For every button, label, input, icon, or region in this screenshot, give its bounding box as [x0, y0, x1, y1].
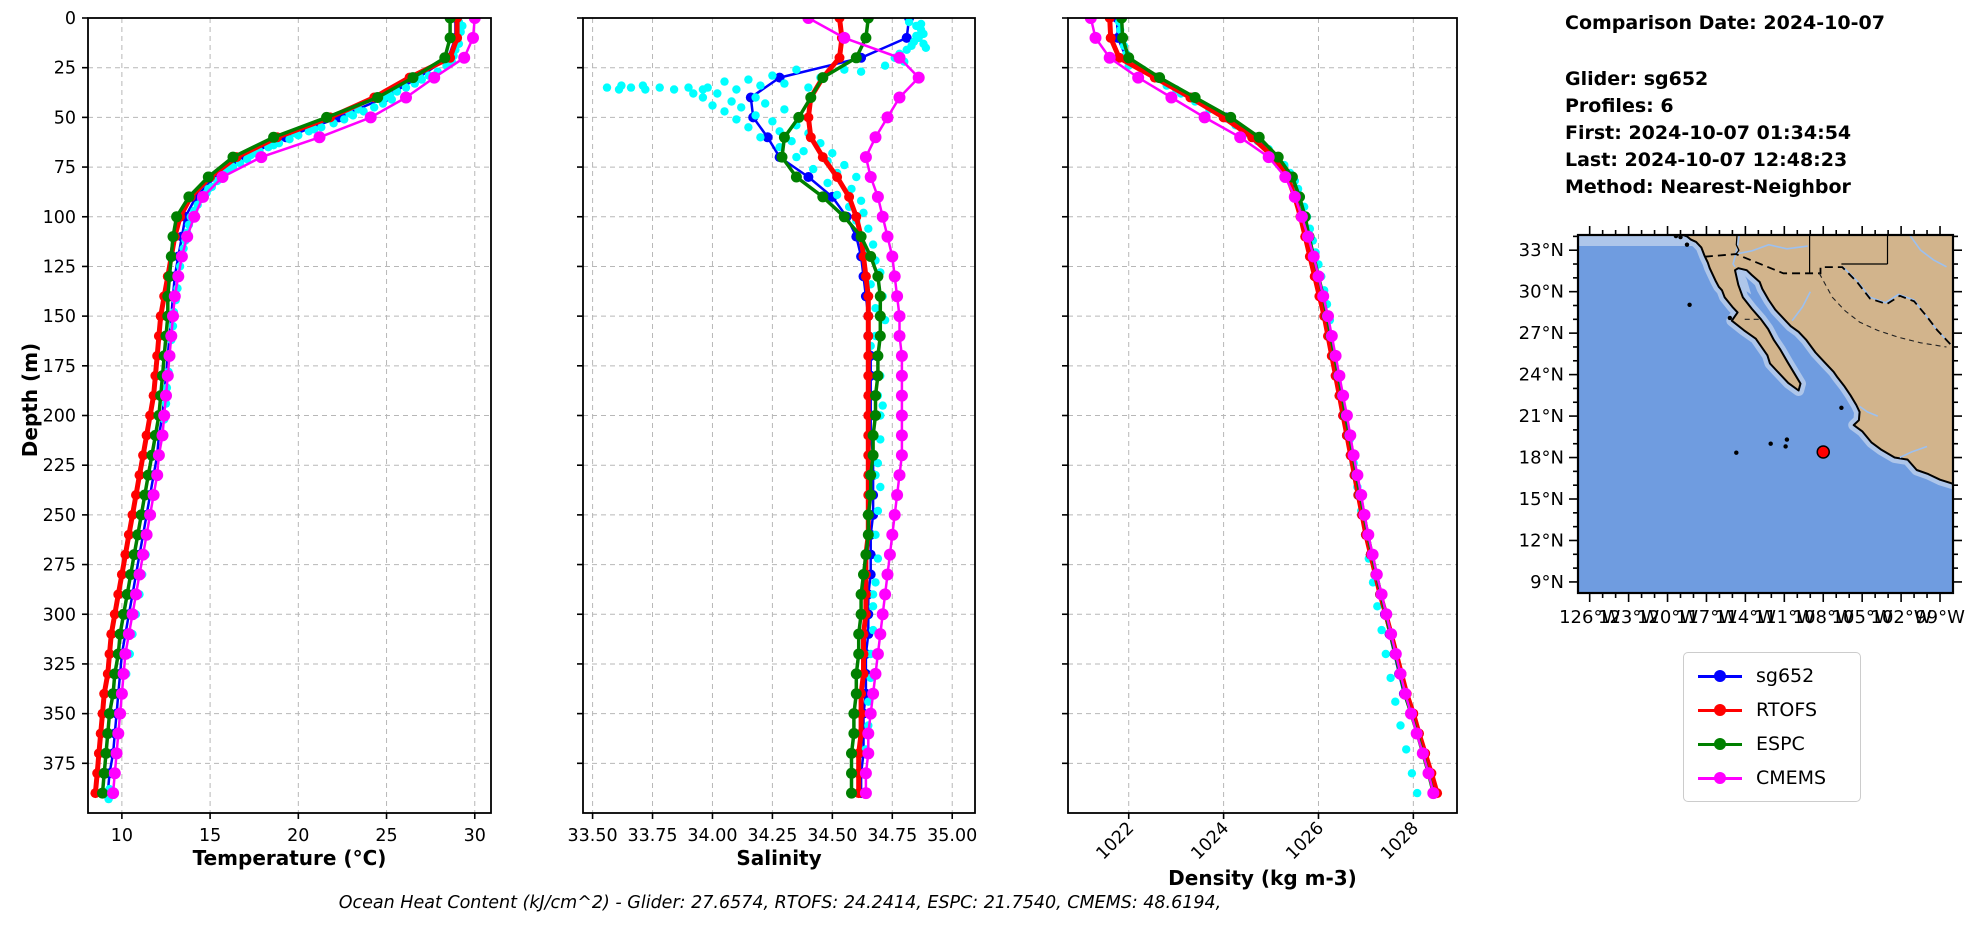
svg-text:111°W: 111°W [1754, 607, 1815, 628]
salinity-axis-title: Salinity [736, 846, 822, 870]
svg-text:125: 125 [43, 257, 76, 277]
svg-text:75: 75 [54, 158, 76, 178]
svg-text:117°W: 117°W [1676, 607, 1737, 628]
svg-text:30°N: 30°N [1519, 282, 1564, 303]
profiles-count: Profiles: 6 [1565, 95, 1674, 117]
first-profile-time: First: 2024-10-07 01:34:54 [1565, 122, 1852, 144]
last-profile-time: Last: 2024-10-07 12:48:23 [1565, 149, 1848, 171]
svg-text:375: 375 [43, 754, 76, 774]
legend-line-icon [1698, 738, 1742, 750]
svg-text:25: 25 [375, 826, 397, 846]
svg-text:0: 0 [65, 9, 76, 29]
svg-text:27°N: 27°N [1519, 323, 1564, 344]
svg-text:275: 275 [43, 556, 76, 576]
svg-text:175: 175 [43, 357, 76, 377]
comparison-date: Comparison Date: 2024-10-07 [1565, 12, 1885, 34]
svg-text:250: 250 [43, 506, 76, 526]
svg-text:18°N: 18°N [1519, 448, 1564, 469]
legend-label: CMEMS [1756, 767, 1827, 789]
plot-0: 10 15 20 25 30025507510012515017520022525027… [43, 9, 492, 846]
legend-item-espc: ESPC [1698, 733, 1846, 755]
svg-text:24°N: 24°N [1519, 365, 1564, 386]
method: Method: Nearest-Neighbor [1565, 176, 1851, 198]
svg-text:34.00: 34.00 [687, 826, 737, 846]
glider-location-dot [1816, 445, 1830, 459]
svg-text:105°W: 105°W [1832, 607, 1893, 628]
legend-label: RTOFS [1756, 699, 1818, 721]
temperature-axis-title: Temperature (°C) [192, 846, 387, 870]
legend-item-cmems: CMEMS [1698, 767, 1846, 789]
svg-text:33.75: 33.75 [627, 826, 677, 846]
depth-axis-title: Depth (m) [18, 342, 42, 458]
svg-text:9°N: 9°N [1530, 572, 1564, 593]
legend-line-icon [1698, 670, 1742, 682]
svg-text:100: 100 [43, 208, 76, 228]
plot-1: 33.50 33.75 34.00 34.25 34.50 34.75 35.00 [568, 17, 977, 846]
svg-text:35.00: 35.00 [927, 826, 977, 846]
svg-text:34.50: 34.50 [807, 826, 857, 846]
svg-text:114°W: 114°W [1715, 607, 1776, 628]
svg-text:225: 225 [43, 456, 76, 476]
legend-label: ESPC [1756, 733, 1805, 755]
svg-text:325: 325 [43, 655, 76, 675]
legend-line-icon [1698, 772, 1742, 784]
svg-text:126°W: 126°W [1559, 607, 1620, 628]
svg-text:99°W: 99°W [1915, 607, 1965, 628]
legend-line-icon [1698, 704, 1742, 716]
svg-text:21°N: 21°N [1519, 406, 1564, 427]
legend-item-sg652: sg652 [1698, 665, 1846, 687]
legend-label: sg652 [1756, 665, 1815, 687]
svg-text:25: 25 [54, 59, 76, 79]
svg-text:33°N: 33°N [1519, 240, 1564, 261]
svg-text:108°W: 108°W [1793, 607, 1854, 628]
ocean-heat-content-line: Ocean Heat Content (kJ/cm^2) - Glider: 2… [338, 893, 1222, 913]
svg-text:50: 50 [54, 108, 76, 128]
svg-text:300: 300 [43, 605, 76, 625]
info-panel: Comparison Date: 2024-10-07 Glider: sg65… [1565, 10, 1885, 201]
svg-text:20: 20 [287, 826, 309, 846]
svg-text:33.50: 33.50 [568, 826, 618, 846]
svg-text:150: 150 [43, 307, 76, 327]
svg-text:200: 200 [43, 407, 76, 427]
svg-text:12°N: 12°N [1519, 530, 1564, 551]
svg-text:34.75: 34.75 [867, 826, 917, 846]
svg-text:30: 30 [464, 826, 486, 846]
svg-text:123°W: 123°W [1598, 607, 1659, 628]
legend-item-rtofs: RTOFS [1698, 699, 1846, 721]
density-axis-title: Density (kg m-3) [1168, 866, 1357, 890]
svg-text:15: 15 [199, 826, 221, 846]
svg-text:102°W: 102°W [1871, 607, 1932, 628]
legend: sg652 RTOFS ESPC CMEMS [1683, 652, 1861, 802]
svg-text:15°N: 15°N [1519, 489, 1564, 510]
svg-text:120°W: 120°W [1637, 607, 1698, 628]
svg-text:34.25: 34.25 [747, 826, 797, 846]
map-group: 33°N 30°N 27°N 24°N 21°N 18°N 15°N 12°N 9°N 126°W… [1519, 226, 1965, 628]
svg-text:350: 350 [43, 705, 76, 725]
glider-name: Glider: sg652 [1565, 68, 1709, 90]
svg-text:10: 10 [111, 826, 133, 846]
